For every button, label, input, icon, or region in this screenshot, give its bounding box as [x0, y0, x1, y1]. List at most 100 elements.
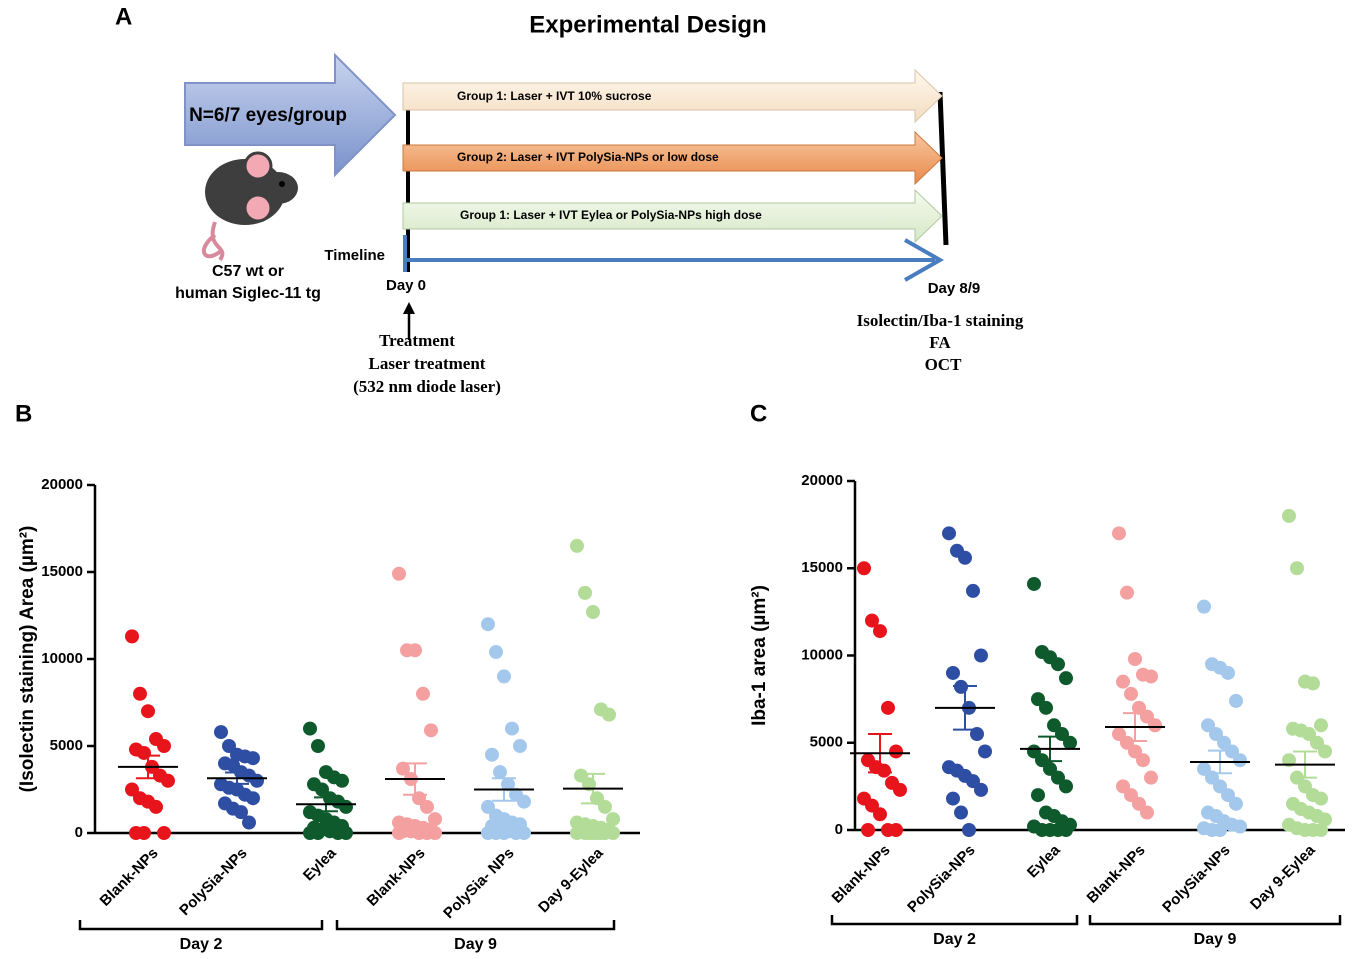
data-point — [1314, 718, 1328, 733]
timeline-label: Timeline — [324, 247, 385, 264]
data-point — [865, 613, 879, 628]
mouse — [202, 151, 298, 262]
treatment-text: Treatment — [379, 331, 455, 350]
data-point — [428, 826, 442, 840]
data-point — [424, 723, 438, 738]
data-point — [1128, 651, 1142, 666]
data-point — [958, 550, 972, 565]
group-text: Group 1: Laser + IVT 10% sucrose — [457, 89, 652, 103]
data-point — [942, 526, 956, 541]
data-point — [1136, 753, 1150, 768]
data-point — [1314, 791, 1328, 806]
big-arrow-text: N=6/7 eyes/group — [189, 105, 347, 126]
data-point — [1116, 674, 1130, 689]
data-point — [505, 721, 519, 736]
data-point — [974, 648, 988, 663]
group-arrow — [402, 188, 943, 244]
data-point — [303, 721, 317, 736]
x-tick-label: PolySia-NPs — [904, 842, 979, 917]
data-point — [1120, 585, 1134, 600]
data-point — [420, 799, 434, 814]
data-point — [857, 561, 871, 576]
data-point — [1140, 805, 1154, 820]
readout-text: Isolectin/Iba-1 staining — [857, 311, 1024, 330]
data-point — [861, 823, 875, 837]
data-point — [416, 686, 430, 701]
data-point — [1233, 819, 1247, 834]
data-point — [1144, 669, 1158, 684]
data-point — [1112, 526, 1126, 541]
data-point — [517, 826, 531, 840]
treatment-text: (532 nm diode laser) — [353, 377, 501, 396]
data-point — [250, 773, 264, 788]
y-tick-label: 0 — [75, 824, 83, 841]
panel-title: Experimental Design — [529, 11, 766, 38]
data-point — [1031, 788, 1045, 803]
y-tick-label: 20000 — [801, 472, 843, 489]
data-point — [893, 782, 907, 797]
group-arrow — [402, 68, 943, 124]
data-point — [157, 826, 171, 840]
data-point — [125, 629, 139, 644]
data-point — [339, 799, 353, 814]
data-point — [1233, 753, 1247, 768]
x-tick-label: Eylea — [1024, 841, 1064, 881]
data-point — [493, 765, 507, 780]
panel-label: C — [750, 400, 767, 427]
data-point — [978, 744, 992, 759]
data-point — [594, 826, 608, 840]
data-point — [157, 739, 171, 753]
data-point — [1197, 599, 1211, 614]
data-point — [1282, 508, 1296, 523]
end-line — [937, 91, 949, 246]
data-point — [1314, 823, 1328, 837]
x-tick-label: Day 9-Eylea — [535, 844, 607, 916]
data-point — [214, 725, 228, 740]
data-point — [1124, 686, 1138, 701]
data-point — [962, 823, 976, 837]
data-point — [1306, 676, 1320, 691]
data-point — [873, 624, 887, 639]
data-point — [1229, 796, 1243, 811]
y-axis-label: Iba-1 area (µm²) — [749, 585, 770, 726]
readout-text: FA — [929, 333, 951, 352]
data-point — [586, 605, 600, 620]
data-point — [246, 751, 260, 766]
data-point — [392, 566, 406, 581]
data-point — [133, 686, 147, 701]
mouse-text: C57 wt or — [212, 263, 284, 280]
data-point — [149, 799, 163, 814]
data-point — [881, 700, 895, 715]
y-tick-label: 5000 — [50, 737, 83, 754]
panel-label: B — [15, 400, 32, 427]
day-label: Day 0 — [386, 277, 426, 294]
data-point — [242, 815, 256, 830]
group-bracket — [830, 915, 1079, 926]
data-point — [311, 739, 325, 753]
data-point — [485, 747, 499, 762]
x-tick-label: PolySia-NPs — [1159, 842, 1234, 917]
data-point — [954, 805, 968, 820]
data-point — [396, 761, 410, 776]
data-point — [873, 807, 887, 822]
y-tick-label: 10000 — [41, 650, 83, 667]
data-point — [946, 791, 960, 806]
y-tick-label: 0 — [835, 821, 843, 838]
readout-text: OCT — [925, 355, 963, 374]
data-point — [489, 645, 503, 660]
data-point — [598, 799, 612, 814]
data-point — [1027, 576, 1041, 591]
y-tick-label: 5000 — [810, 734, 843, 751]
data-point — [606, 826, 620, 840]
group-label: Day 2 — [180, 936, 223, 953]
data-point — [1290, 561, 1304, 576]
mouse-text: human Siglec-11 tg — [175, 285, 321, 302]
group-label: Day 2 — [933, 931, 976, 948]
x-tick-label: Eylea — [300, 844, 340, 884]
data-point — [889, 744, 903, 759]
x-tick-label: Blank-NPs — [1084, 842, 1149, 907]
data-point — [602, 707, 616, 722]
data-point — [889, 823, 903, 837]
data-point — [1059, 671, 1073, 686]
group-label: Day 9 — [1194, 931, 1237, 948]
